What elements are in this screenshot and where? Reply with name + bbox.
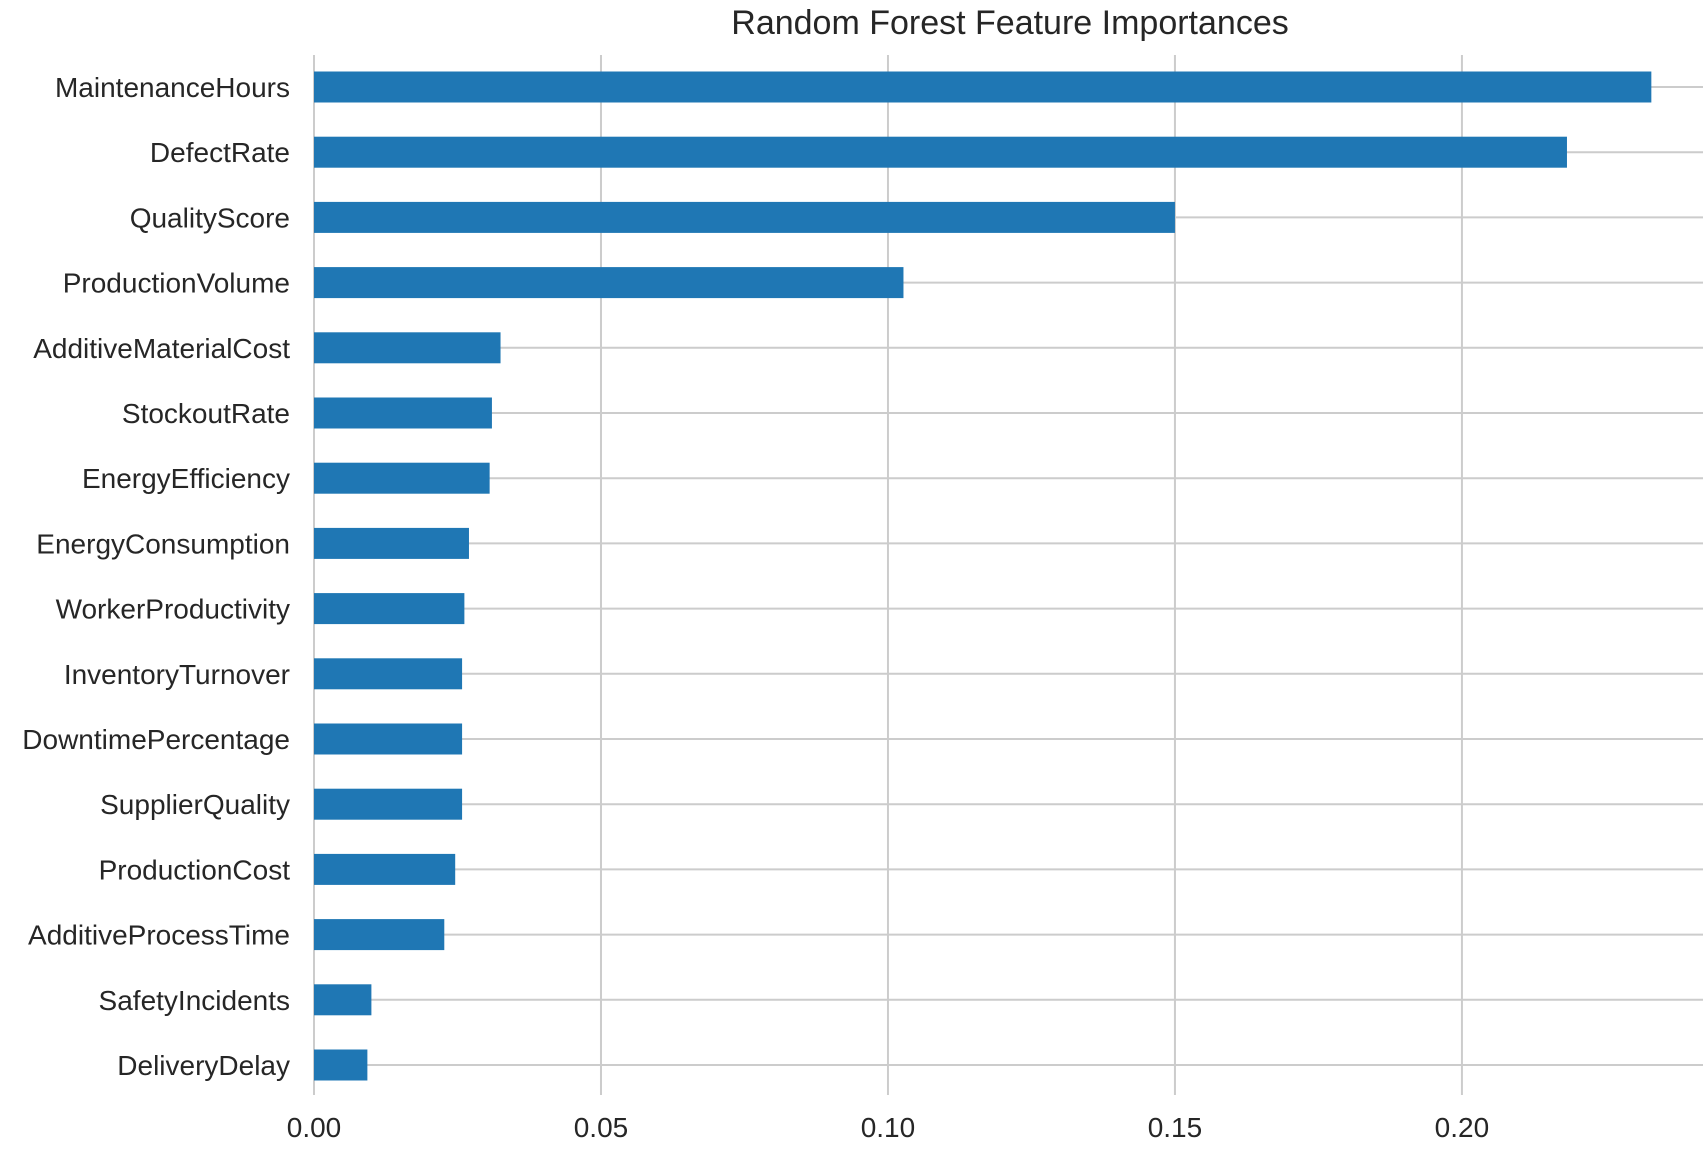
y-tick-label: DeliveryDelay bbox=[117, 1050, 290, 1081]
bar-energyefficiency bbox=[314, 462, 490, 494]
x-tick-label: 0.10 bbox=[861, 1112, 916, 1143]
bar-qualityscore bbox=[314, 201, 1175, 233]
x-tick-label: 0.15 bbox=[1148, 1112, 1203, 1143]
bar-workerproductivity bbox=[314, 593, 465, 625]
y-tick-label: SupplierQuality bbox=[100, 789, 290, 820]
y-tick-label: QualityScore bbox=[130, 202, 290, 233]
bar-inventoryturnover bbox=[314, 658, 463, 690]
y-tick-label: ProductionVolume bbox=[63, 268, 290, 299]
bar-additiveprocesstime bbox=[314, 919, 445, 951]
bar-energyconsumption bbox=[314, 527, 469, 559]
y-tick-label: WorkerProductivity bbox=[56, 594, 290, 625]
bar-stockoutrate bbox=[314, 397, 492, 429]
bar-defectrate bbox=[314, 136, 1567, 168]
bar-safetyincidents bbox=[314, 984, 372, 1016]
y-tick-label: AdditiveMaterialCost bbox=[33, 333, 290, 364]
x-tick-label: 0.00 bbox=[287, 1112, 342, 1143]
chart-title: Random Forest Feature Importances bbox=[731, 4, 1288, 42]
y-tick-labels: MaintenanceHours DefectRate QualityScore Pr… bbox=[22, 72, 290, 1081]
y-tick-label: EnergyConsumption bbox=[36, 528, 290, 559]
y-tick-label: EnergyEfficiency bbox=[82, 463, 290, 494]
y-tick-label: MaintenanceHours bbox=[55, 72, 290, 103]
y-tick-label: DefectRate bbox=[150, 137, 290, 168]
bar-supplierquality bbox=[314, 788, 463, 820]
y-tick-label: DowntimePercentage bbox=[22, 724, 290, 755]
bar-productionvolume bbox=[314, 267, 904, 299]
x-tick-label: 0.05 bbox=[574, 1112, 629, 1143]
x-tick-label: 0.20 bbox=[1435, 1112, 1490, 1143]
bar-deliverydelay bbox=[314, 1049, 368, 1081]
y-tick-label: SafetyIncidents bbox=[99, 985, 290, 1016]
bar-downtimepercentage bbox=[314, 723, 463, 755]
bar-maintenancehours bbox=[314, 71, 1652, 103]
y-tick-label: StockoutRate bbox=[122, 398, 290, 429]
x-tick-labels: 0.00 0.05 0.10 0.15 0.20 bbox=[287, 1112, 1489, 1143]
y-tick-label: ProductionCost bbox=[99, 854, 291, 885]
bar-additivematerialcost bbox=[314, 332, 501, 364]
bar-productioncost bbox=[314, 853, 456, 885]
y-tick-label: InventoryTurnover bbox=[64, 659, 290, 690]
bars-layer bbox=[314, 71, 1652, 1081]
y-tick-label: AdditiveProcessTime bbox=[28, 920, 290, 951]
